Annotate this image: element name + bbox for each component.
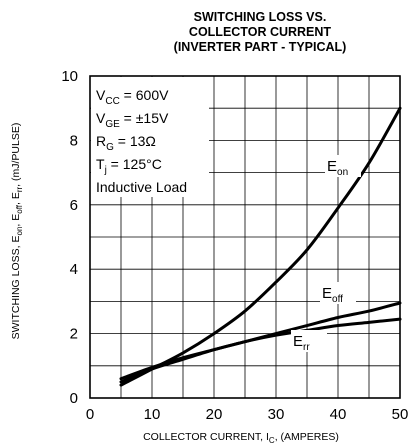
axis-labels: COLLECTOR CURRENT, IC, (AMPERES) SWITCHIN… xyxy=(10,123,339,445)
x-tick-label: 50 xyxy=(392,406,409,423)
x-tick-label: 40 xyxy=(330,406,347,423)
chart-title-line-3: (INVERTER PART - TYPICAL) xyxy=(173,40,347,54)
y-tick-label: 0 xyxy=(70,390,78,407)
x-tick-label: 30 xyxy=(268,406,285,423)
y-tick-label: 6 xyxy=(70,197,78,214)
series-label-off: Eoff xyxy=(322,285,343,305)
series-label-rr: Err xyxy=(293,333,310,353)
series-label-bg xyxy=(320,282,356,304)
series-label-bg xyxy=(325,155,361,177)
condition-text: Tj = 125°C xyxy=(96,156,162,176)
condition-text: VCC = 600V xyxy=(96,87,169,107)
y-tick-label: 2 xyxy=(70,326,78,343)
series-line-off xyxy=(119,301,402,384)
x-tick-label: 0 xyxy=(86,406,94,423)
chart-title-line-2: COLLECTOR CURRENT xyxy=(188,25,332,39)
chart-title-line-1: SWITCHING LOSS VS. xyxy=(193,10,327,24)
condition-text: VGE = ±15V xyxy=(96,110,169,130)
plot-frame xyxy=(89,75,401,399)
y-tick-label: 10 xyxy=(61,68,78,85)
x-tick-label: 10 xyxy=(144,406,161,423)
chart-title: SWITCHING LOSS VS. COLLECTOR CURRENT (IN… xyxy=(130,10,390,55)
condition-text: Inductive Load xyxy=(96,179,187,195)
conditions-background xyxy=(91,77,209,197)
y-tick-label: 8 xyxy=(70,132,78,149)
conditions-box: VCC = 600V VGE = ±15V RG = 13Ω Tj = 125°C In… xyxy=(91,77,209,197)
x-axis-label: COLLECTOR CURRENT, IC, (AMPERES) xyxy=(143,431,339,445)
series-label-on: Eon xyxy=(327,158,348,178)
y-axis-label: SWITCHING LOSS, Eon, Eoff, Err, (mJ/PULS… xyxy=(10,123,24,340)
y-tick-label: 4 xyxy=(70,261,78,278)
series-label-bg xyxy=(291,330,327,352)
condition-text: RG = 13Ω xyxy=(96,133,156,153)
series-group: Eon Eoff Err xyxy=(119,106,402,387)
series-line-rr xyxy=(119,317,402,381)
x-tick-label: 20 xyxy=(206,406,223,423)
tick-labels: 0 10 20 30 40 50 0 2 4 6 8 10 xyxy=(61,68,408,423)
